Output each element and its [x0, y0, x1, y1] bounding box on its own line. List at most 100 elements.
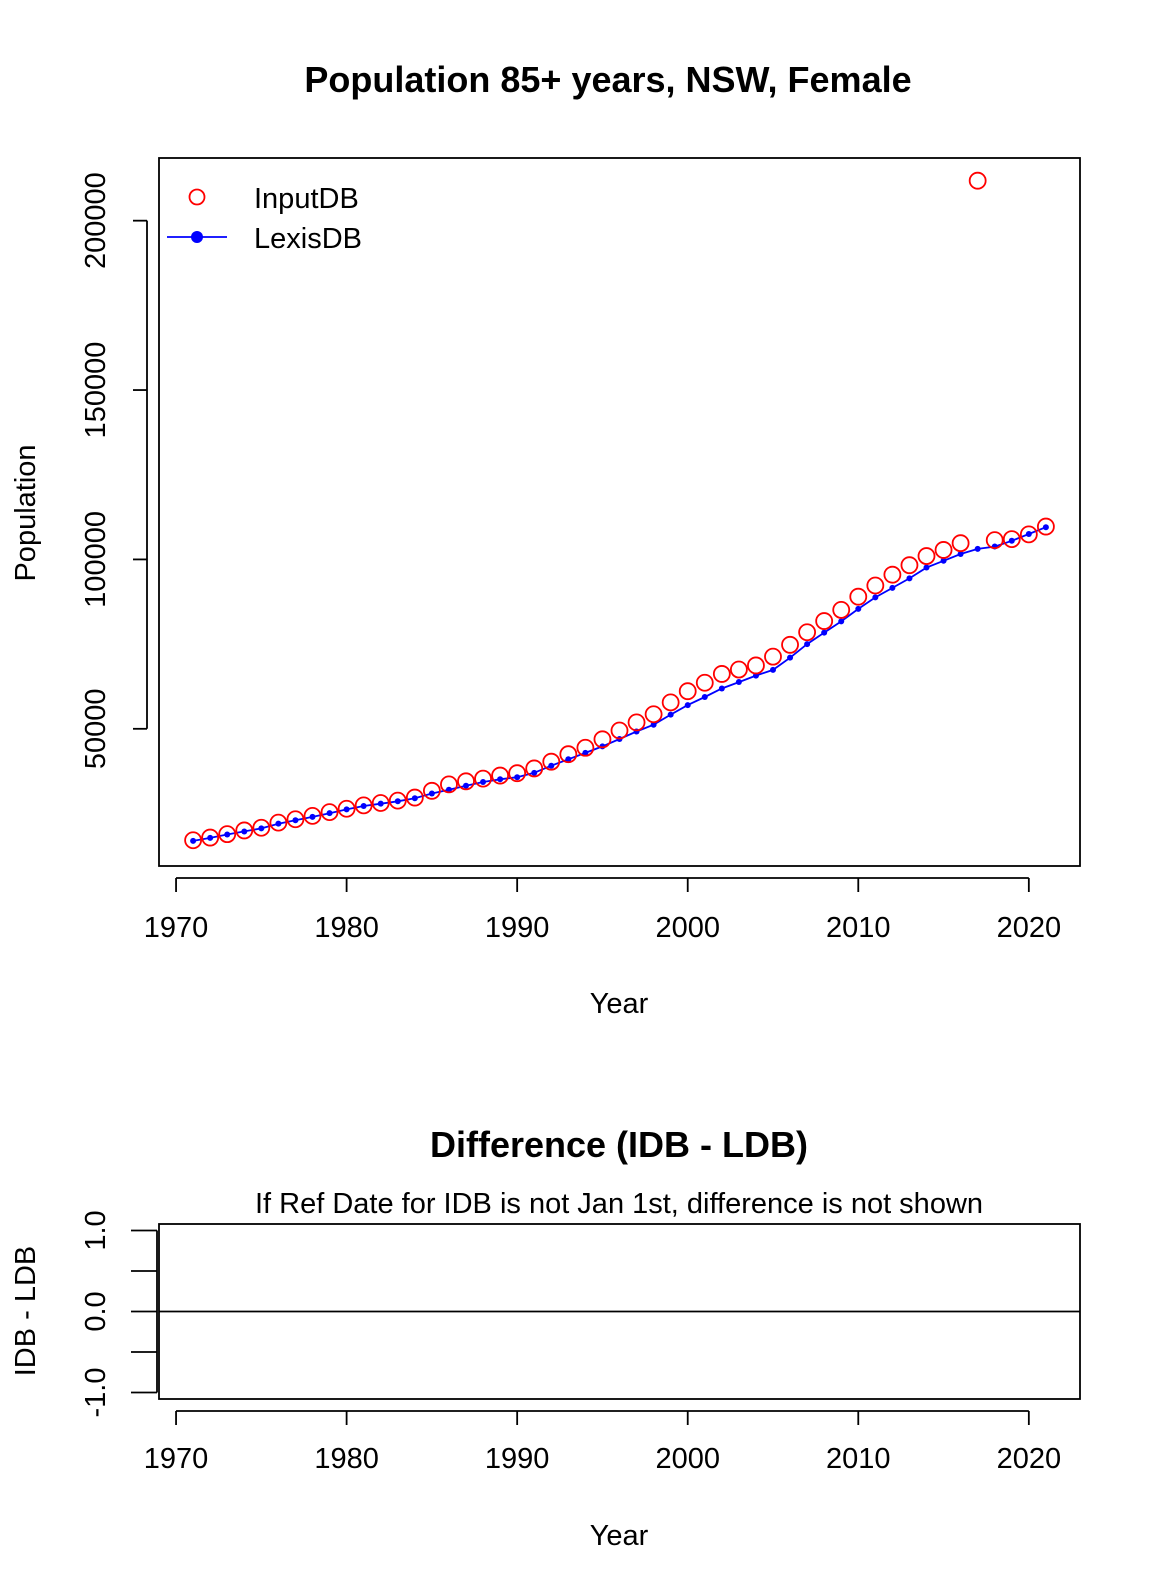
- inputdb-point: [627, 713, 646, 732]
- lexisdb-point: [309, 813, 316, 820]
- inputdb-point: [320, 803, 339, 822]
- x-axis-label: Year: [590, 988, 649, 1020]
- inputdb-point: [866, 576, 885, 595]
- inputdb-point: [900, 556, 919, 575]
- inputdb-point: [1002, 530, 1021, 549]
- lexisdb-point: [957, 551, 964, 558]
- difference-x-tick-label: 1980: [314, 1443, 379, 1475]
- inputdb-point: [644, 705, 663, 724]
- lexisdb-point: [514, 774, 521, 781]
- inputdb-point: [1036, 517, 1055, 536]
- inputdb-point: [576, 738, 595, 757]
- legend-lexisdb-marker: [191, 231, 203, 243]
- x-tick-label: 1970: [144, 912, 209, 944]
- lexisdb-point: [565, 756, 572, 763]
- inputdb-point: [491, 766, 510, 785]
- inputdb-point: [354, 796, 373, 815]
- inputdb-point: [832, 601, 851, 619]
- inputdb-point: [388, 791, 407, 810]
- lexisdb-point: [718, 685, 725, 692]
- lexisdb-point: [445, 786, 452, 793]
- lexisdb-point: [531, 769, 538, 776]
- inputdb-point: [337, 799, 356, 818]
- lexisdb-point: [770, 666, 776, 673]
- inputdb-point: [917, 547, 936, 565]
- lexisdb-point: [701, 693, 708, 700]
- population-chart: Population 85+ years, NSW, Female Year P…: [10, 59, 1081, 1020]
- inputdb-point: [542, 752, 561, 771]
- difference-subtitle: If Ref Date for IDB is not Jan 1st, diff…: [255, 1188, 983, 1220]
- lexisdb-point: [207, 834, 214, 841]
- lexisdb-point: [463, 782, 469, 789]
- inputdb-point: [474, 769, 492, 788]
- difference-y-tick-label: 0.0: [80, 1291, 112, 1331]
- inputdb-point: [934, 541, 953, 559]
- y-axis-label: Population: [10, 444, 42, 581]
- chart-title: Population 85+ years, NSW, Female: [304, 59, 911, 100]
- lexisdb-point: [241, 828, 248, 835]
- inputdb-point: [422, 781, 441, 800]
- difference-y-axis-ticks: -1.0 0.0 1.0: [80, 1210, 158, 1418]
- inputdb-point: [303, 806, 322, 825]
- x-tick-label: 1990: [485, 912, 550, 944]
- inputdb-point: [201, 828, 220, 847]
- difference-y-tick-label: 1.0: [80, 1210, 112, 1250]
- inputdb-point: [593, 730, 612, 749]
- inputdb-point: [798, 623, 817, 642]
- inputdb-point: [781, 635, 799, 654]
- difference-title: Difference (IDB - LDB): [430, 1124, 808, 1165]
- lexisdb-point: [360, 803, 367, 810]
- inputdb-point: [218, 825, 237, 844]
- inputdb-point: [695, 673, 714, 692]
- inputdb-point: [235, 821, 254, 840]
- difference-x-tick-label: 2000: [655, 1443, 720, 1475]
- inputdb-point: [968, 171, 987, 190]
- inputdb-point: [405, 788, 424, 807]
- y-axis-ticks: 50000 100000 150000 200000: [80, 172, 148, 769]
- y-tick-label: 150000: [80, 342, 112, 439]
- legend-inputdb-label: InputDB: [254, 183, 359, 215]
- lexisdb-point: [821, 629, 828, 636]
- inputdb-point: [712, 665, 731, 683]
- inputdb-point: [559, 745, 578, 764]
- inputdb-point: [985, 531, 1004, 550]
- inputdb-point: [747, 656, 765, 675]
- lexisdb-point: [1042, 524, 1049, 531]
- inputdb-point: [371, 794, 390, 812]
- plot-frame: [158, 157, 1081, 867]
- lexisdb-point: [428, 790, 435, 797]
- y-tick-label: 50000: [80, 688, 112, 769]
- lexisdb-point: [940, 557, 947, 564]
- difference-y-axis-label: IDB - LDB: [10, 1246, 42, 1377]
- inputdb-point: [269, 813, 288, 832]
- lexisdb-point: [787, 654, 794, 661]
- lexisdb-point: [650, 721, 657, 728]
- lexisdb-line: [192, 526, 1047, 842]
- inputdb-point: [457, 772, 475, 791]
- lexisdb-point: [974, 545, 981, 552]
- difference-y-tick-label: -1.0: [80, 1368, 112, 1418]
- difference-x-axis-ticks: 1970 1980 1990 2000 2010 2020: [144, 1410, 1061, 1475]
- legend: InputDB LexisDB: [167, 183, 362, 255]
- lexisdb-point: [855, 605, 862, 612]
- lexisdb-point: [906, 575, 913, 582]
- lexisdb-point: [411, 795, 418, 802]
- inputdb-point: [883, 565, 902, 584]
- inputdb-point: [440, 775, 458, 794]
- lexisdb-point: [582, 749, 589, 756]
- lexisdb-point: [735, 679, 742, 686]
- inputdb-point: [252, 818, 271, 837]
- difference-x-tick-label: 2010: [826, 1443, 891, 1475]
- lexisdb-point: [275, 820, 282, 827]
- legend-inputdb-marker: [188, 188, 206, 206]
- lexisdb-point: [258, 825, 265, 832]
- lexisdb-point: [377, 800, 384, 807]
- lexisdb-point: [838, 618, 845, 625]
- inputdb-point: [184, 831, 203, 850]
- difference-x-tick-label: 1990: [485, 1443, 550, 1475]
- lexisdb-point: [923, 564, 930, 571]
- lexisdb-point: [667, 711, 674, 718]
- y-tick-label: 200000: [80, 172, 112, 269]
- lexisdb-point: [804, 641, 811, 648]
